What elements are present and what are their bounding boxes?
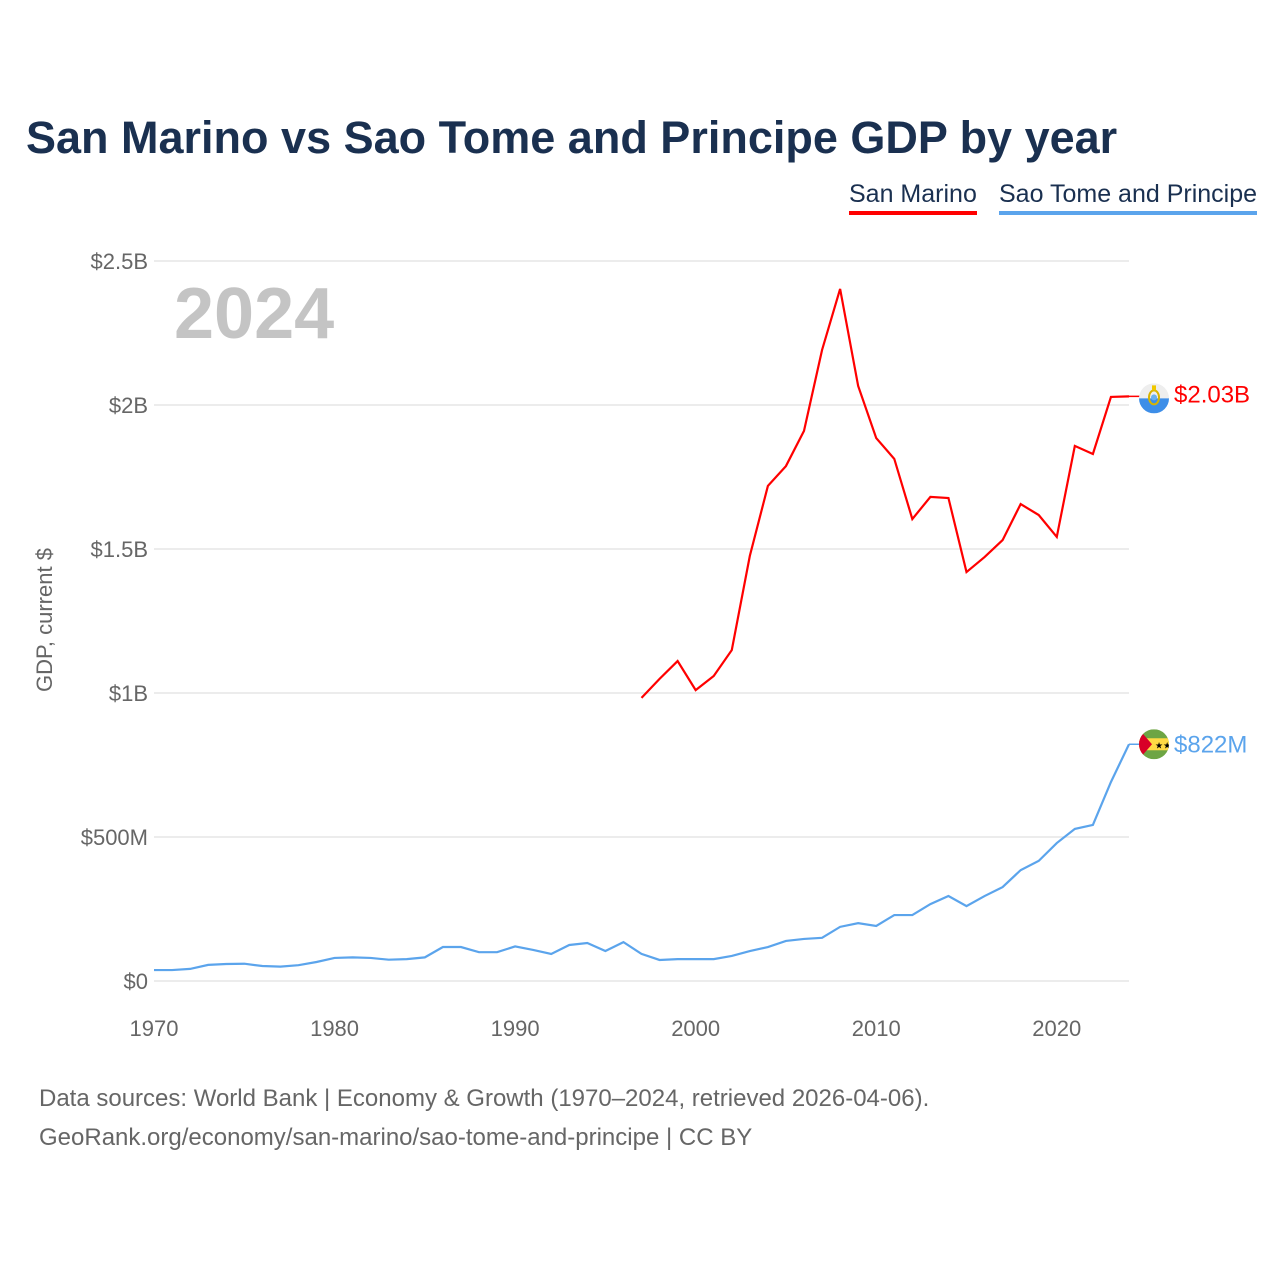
chart-title: San Marino vs Sao Tome and Principe GDP …	[26, 112, 1118, 163]
y-tick-label: $0	[124, 969, 148, 994]
y-tick-label: $2B	[109, 393, 148, 418]
footer-sources: Data sources: World Bank | Economy & Gro…	[39, 1085, 930, 1112]
x-tick-label: 1980	[310, 1016, 359, 1041]
legend-san-marino[interactable]: San Marino	[849, 180, 977, 215]
sao-tome-flag-icon: ★★	[1139, 729, 1171, 760]
x-tick-label: 2000	[671, 1016, 720, 1041]
legend-sao-tome[interactable]: Sao Tome and Principe	[999, 180, 1258, 215]
y-tick-label: $2.5B	[91, 249, 149, 274]
x-tick-label: 2020	[1032, 1016, 1081, 1041]
y-tick-label: $1.5B	[91, 537, 149, 562]
series-line-san-marino	[640, 288, 1130, 699]
x-tick-label: 1970	[130, 1016, 179, 1041]
san-marino-flag-icon	[1139, 383, 1169, 414]
svg-text:★★: ★★	[1155, 740, 1171, 750]
y-tick-label: $500M	[81, 825, 148, 850]
x-tick-label: 1990	[491, 1016, 540, 1041]
series-line-sao-tome	[154, 743, 1130, 972]
x-tick-label: 2010	[852, 1016, 901, 1041]
end-value-label: $822M	[1174, 731, 1247, 758]
y-axis-label: GDP, current $	[32, 548, 57, 692]
end-value-label: $2.03B	[1174, 381, 1250, 408]
year-label: 2024	[174, 274, 334, 354]
footer-link[interactable]: GeoRank.org/economy/san-marino/sao-tome-…	[39, 1124, 753, 1151]
y-tick-label: $1B	[109, 681, 148, 706]
